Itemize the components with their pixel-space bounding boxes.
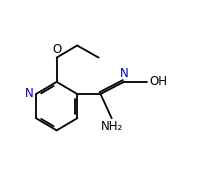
Text: O: O — [52, 43, 61, 56]
Text: NH₂: NH₂ — [100, 120, 122, 133]
Text: N: N — [119, 67, 128, 80]
Text: OH: OH — [148, 75, 166, 88]
Text: N: N — [25, 87, 34, 101]
